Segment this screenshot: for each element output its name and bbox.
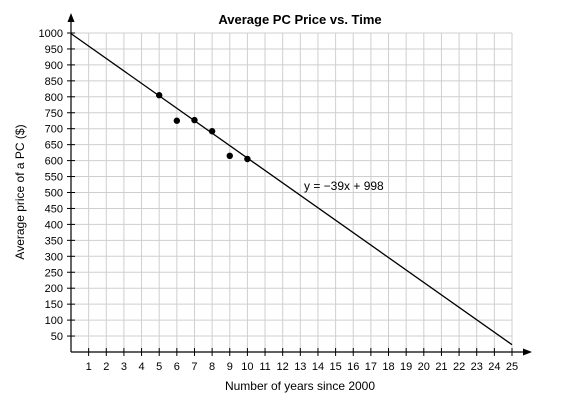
- y-tick-label: 300: [45, 251, 63, 263]
- data-point: [173, 117, 181, 124]
- grid: [71, 32, 513, 352]
- y-axis-arrow: [67, 13, 75, 22]
- x-axis-arrow: [523, 348, 532, 356]
- x-tick-label: 15: [329, 361, 341, 373]
- x-tick-label: 3: [121, 361, 127, 373]
- y-axis-label: Average price of a PC ($): [13, 124, 27, 259]
- x-tick-label: 7: [191, 361, 197, 373]
- x-tick-label: 13: [294, 361, 306, 373]
- data-point: [244, 155, 251, 163]
- x-tick-label: 8: [209, 361, 215, 373]
- y-tick-label: 650: [45, 140, 63, 152]
- data-points: [156, 92, 251, 163]
- x-tick-label: 5: [156, 361, 162, 373]
- trend-line-equation: y = −39x + 998: [304, 179, 384, 193]
- x-tick-label: 2: [103, 361, 109, 373]
- x-tick-label: 17: [365, 361, 377, 373]
- y-tick-label: 600: [45, 156, 63, 168]
- y-tick-label: 550: [45, 172, 63, 184]
- x-tick-label: 22: [453, 361, 465, 373]
- y-tick-label: 50: [51, 331, 63, 343]
- data-point: [208, 128, 216, 135]
- y-tick-label: 100: [45, 315, 63, 327]
- x-tick-label: 21: [435, 361, 447, 373]
- x-tick-label: 18: [382, 361, 394, 373]
- y-tick-label: 950: [45, 44, 63, 56]
- x-tick-label: 10: [241, 361, 253, 373]
- axes: [67, 13, 532, 356]
- y-tick-label: 350: [45, 235, 63, 247]
- y-tick-label: 900: [45, 60, 63, 72]
- y-tick-label: 500: [45, 188, 63, 200]
- x-tick-label: 23: [471, 361, 483, 373]
- y-tick-label: 850: [45, 76, 63, 88]
- x-axis-label: Number of years since 2000: [225, 379, 375, 393]
- y-tick-label: 250: [45, 267, 63, 279]
- x-tick-label: 19: [400, 361, 412, 373]
- x-tick-label: 20: [418, 361, 430, 373]
- y-tick-label: 800: [45, 92, 63, 104]
- tick-labels: 1 2 3 4 5 6 7 8 9 10 11 12 13 14 15 16 17 18 19 20 21 22 23 24 2…: [39, 28, 519, 373]
- y-tick-label: 700: [45, 124, 63, 136]
- data-point: [226, 152, 233, 160]
- trend-line-group: [70, 33, 513, 346]
- x-tick-label: 1: [86, 361, 92, 373]
- data-point: [191, 116, 198, 124]
- y-tick-label: 450: [45, 203, 63, 215]
- y-tick-label: 1000: [39, 28, 63, 40]
- chart-title: Average PC Price vs. Time: [218, 12, 381, 27]
- x-tick-label: 14: [312, 361, 324, 373]
- y-tick-label: 750: [45, 108, 63, 120]
- y-tick-label: 200: [45, 283, 63, 295]
- x-tick-label: 11: [259, 361, 270, 373]
- x-tick-label: 4: [138, 361, 144, 373]
- data-point: [156, 92, 163, 99]
- x-tick-label: 16: [347, 361, 359, 373]
- x-tick-label: 6: [174, 361, 180, 373]
- x-tick-label: 24: [488, 361, 500, 373]
- x-tick-label: 25: [506, 361, 518, 373]
- trend-line: [70, 33, 513, 346]
- x-tick-label: 9: [227, 361, 233, 373]
- y-tick-label: 400: [45, 219, 63, 231]
- x-tick-label: 12: [277, 361, 289, 373]
- y-tick-label: 150: [45, 299, 63, 311]
